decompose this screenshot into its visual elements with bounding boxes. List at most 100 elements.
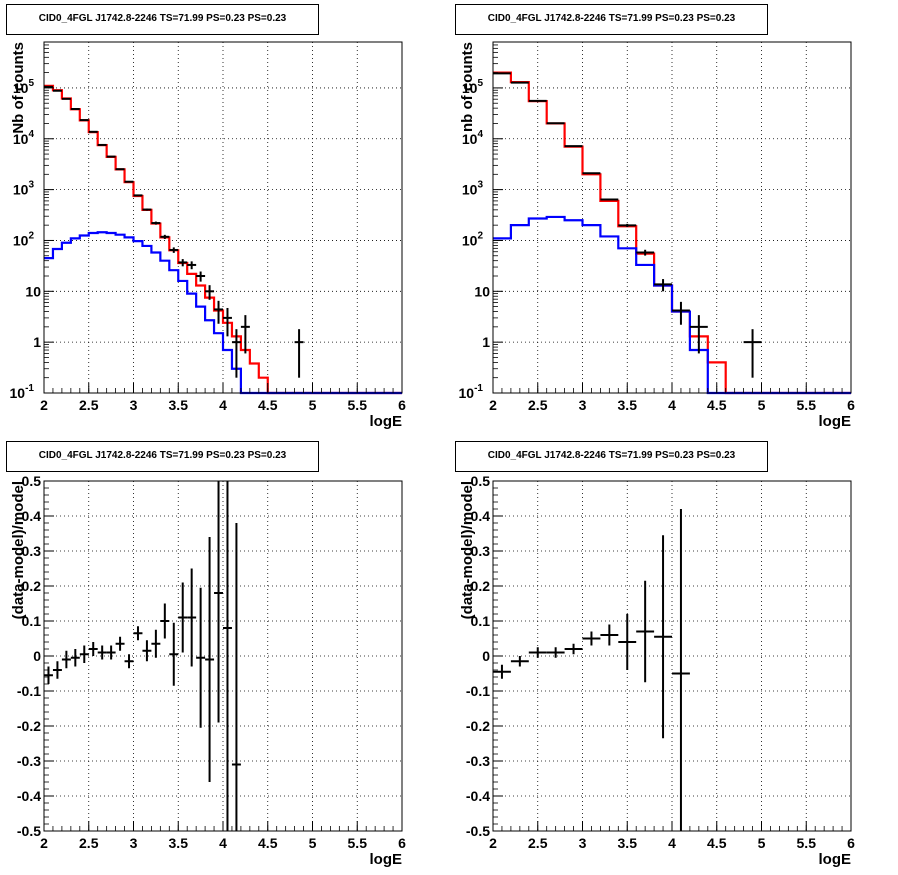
panel-1-y-tick-label: 103 <box>13 180 35 198</box>
panel-2-x-tick-label: 2.5 <box>528 397 548 413</box>
panel-1-y-tick-exponent: 3 <box>28 180 34 191</box>
panel-1-y-tick-exponent: 2 <box>28 230 34 241</box>
panel-2-x-tick-label: 2 <box>489 397 497 413</box>
panel-1-x-tick-label: 2 <box>40 397 48 413</box>
panel-1-y-tick-label: 1 <box>33 334 41 350</box>
panel-4-x-tick-label: 6 <box>847 835 855 851</box>
panel-2-y-tick-label: 1 <box>482 334 490 350</box>
panel-1-y-tick-label: 104 <box>13 129 35 147</box>
panel-3-y-tick-label: -0.5 <box>17 823 41 839</box>
panel-1-x-tick-label: 5.5 <box>348 397 368 413</box>
panel-3-y-tick-label: -0.2 <box>17 718 41 734</box>
panel-1-x-tick-label: 3.5 <box>169 397 189 413</box>
panel-2-y-tick-exponent: 2 <box>477 230 483 241</box>
panel-1-y-tick-base: 10 <box>13 232 29 248</box>
panel-3-x-tick-label: 3 <box>130 835 138 851</box>
panel-3-plot-area: 2 2.5 3 3.5 4 4.5 5 5.5 6 -0.5 -0.4 -0.3 -0.2 -0.1 0 0.… <box>10 473 406 868</box>
panel-1-y-tick-label: 105 <box>13 78 35 96</box>
panel-4-x-tick-label: 2 <box>489 835 497 851</box>
panel-1-x-tick-label: 5 <box>309 397 317 413</box>
panel-2-x-tick-label: 4 <box>668 397 676 413</box>
panel-2-x-tick-label: 6 <box>847 397 855 413</box>
panel-1-plot-area: 2 2.5 3 3.5 4 4.5 5 5.5 610-1110102103104105logE… <box>10 41 406 430</box>
panel-4-y-tick-label: -0.4 <box>466 788 490 804</box>
panel-3-x-tick-label: 2.5 <box>79 835 99 851</box>
panel-4-y-tick-label: -0.5 <box>466 823 490 839</box>
panel-4-y-tick-label: 0.3 <box>471 543 491 559</box>
panel-2-x-tick-label: 3 <box>579 397 587 413</box>
panel-3-y-tick-label: -0.1 <box>17 683 41 699</box>
panel-2-x-tick-label: 5 <box>758 397 766 413</box>
panel-1-x-tick-label: 2.5 <box>79 397 99 413</box>
panel-1-y-axis-title: Nb of counts <box>10 42 27 134</box>
panel-3-y-tick-label: -0.4 <box>17 788 41 804</box>
panel-2-y-tick-label: 103 <box>462 180 484 198</box>
panel-3-x-tick-label: 2 <box>40 835 48 851</box>
panel-1-y-tick-label: 10-1 <box>10 383 35 401</box>
panel-2-y-tick-label: 102 <box>462 230 484 248</box>
panel-3-y-tick-label: 0.2 <box>22 578 42 594</box>
panel-2-y-tick-exponent: 4 <box>477 129 483 140</box>
panel-2-y-tick-label: 10 <box>474 283 490 299</box>
panel-2-y-tick-base: 10 <box>462 80 478 96</box>
panel-2-y-tick-label: 105 <box>462 78 484 96</box>
panel-2-series-0-histogram <box>493 71 851 395</box>
panel-4-x-tick-label: 2.5 <box>528 835 548 851</box>
panel-1-x-tick-label: 3 <box>130 397 138 413</box>
panel-4-y-tick-label: 0.4 <box>471 508 491 524</box>
panel-4-x-tick-label: 5.5 <box>797 835 817 851</box>
panel-3-y-tick-label: 0 <box>33 648 41 664</box>
panel-3-y-tick-label: 0.5 <box>22 473 42 489</box>
panel-2-y-tick-base: 10 <box>462 182 478 198</box>
panel-1-y-tick-base: 10 <box>13 80 29 96</box>
panel-3-x-tick-label: 4 <box>219 835 227 851</box>
panel-2-y-tick-base: 10 <box>462 232 478 248</box>
panel-2-y-tick-label: 104 <box>462 129 484 147</box>
panel-2-y-tick-base: 10 <box>462 131 478 147</box>
panel-3-x-axis-title: logE <box>370 851 403 868</box>
panel-4-x-tick-label: 3 <box>579 835 587 851</box>
panel-3-y-axis-title: (data-model)/model <box>10 481 27 619</box>
panel-1-y-tick-exponent: 4 <box>28 129 34 140</box>
panel-2-title: CID0_4FGL J1742.8-2246 TS=71.99 PS=0.23 … <box>455 4 768 35</box>
panel-2-x-tick-label: 4.5 <box>707 397 727 413</box>
panel-3-x-tick-label: 5.5 <box>348 835 368 851</box>
panel-4-y-axis-title: (data-model)/model <box>459 481 476 619</box>
panel-2-x-tick-label: 5.5 <box>797 397 817 413</box>
panel-3-x-tick-label: 6 <box>398 835 406 851</box>
panel-2-x-axis-title: logE <box>819 413 852 430</box>
panel-1-x-tick-label: 6 <box>398 397 406 413</box>
panel-4-y-tick-label: 0.1 <box>471 613 491 629</box>
panel-3-y-tick-label: 0.3 <box>22 543 42 559</box>
panel-1-y-tick-exponent: 5 <box>28 78 34 89</box>
panel-4-y-tick-label: -0.2 <box>466 718 490 734</box>
panel-3-title: CID0_4FGL J1742.8-2246 TS=71.99 PS=0.23 … <box>6 441 319 472</box>
panel-2-y-tick-base: 10 <box>459 385 475 401</box>
panel-4-plot-area: 2 2.5 3 3.5 4 4.5 5 5.5 6 -0.5 -0.4 -0.3 -0.2 -0.1 0 0.… <box>459 473 855 868</box>
panel-4-x-tick-label: 4.5 <box>707 835 727 851</box>
panel-4-x-tick-label: 4 <box>668 835 676 851</box>
panel-4-y-tick-label: -0.1 <box>466 683 490 699</box>
panel-2-y-axis-title: nb of counts <box>459 42 476 132</box>
panel-4-x-axis-title: logE <box>819 851 852 868</box>
panel-3-y-tick-label: 0.4 <box>22 508 42 524</box>
panel-4-x-tick-label: 5 <box>758 835 766 851</box>
panel-1-y-tick-label: 102 <box>13 230 35 248</box>
panel-4-x-tick-label: 3.5 <box>618 835 638 851</box>
panel-2-y-tick-exponent: 3 <box>477 180 483 191</box>
panel-2-plot-area: 2 2.5 3 3.5 4 4.5 5 5.5 610-1110102103104105logE… <box>459 41 855 430</box>
panel-2-y-tick-exponent: -1 <box>474 383 483 394</box>
panel-4-y-tick-label: -0.3 <box>466 753 490 769</box>
panel-4-y-tick-label: 0.5 <box>471 473 491 489</box>
panel-1-x-tick-label: 4.5 <box>258 397 278 413</box>
panel-3-y-tick-label: -0.3 <box>17 753 41 769</box>
panel-4-title: CID0_4FGL J1742.8-2246 TS=71.99 PS=0.23 … <box>455 441 768 472</box>
panel-3-y-tick-label: 0.1 <box>22 613 42 629</box>
panel-1-y-tick-base: 10 <box>10 385 26 401</box>
panel-1-title: CID0_4FGL J1742.8-2246 TS=71.99 PS=0.23 … <box>6 4 319 35</box>
panel-1-x-tick-label: 4 <box>219 397 227 413</box>
panel-3-x-tick-label: 4.5 <box>258 835 278 851</box>
panel-4-y-tick-label: 0.2 <box>471 578 491 594</box>
panel-1-y-tick-base: 10 <box>13 182 29 198</box>
